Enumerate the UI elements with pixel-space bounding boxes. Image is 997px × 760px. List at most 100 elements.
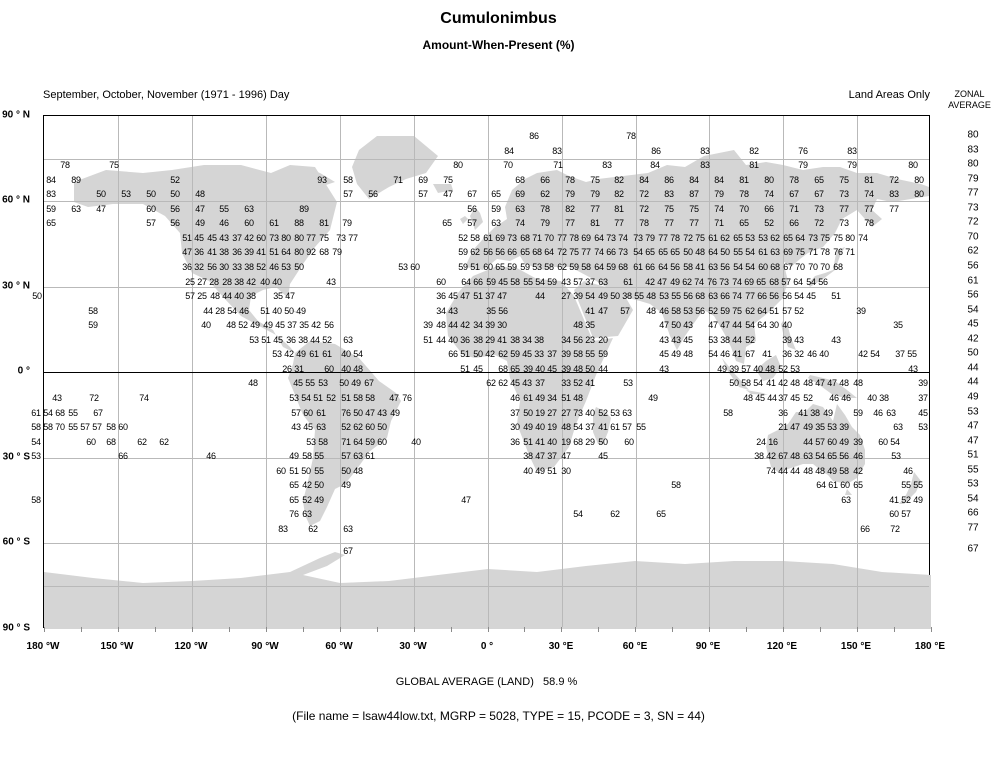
grid-value: 48 [683, 349, 693, 359]
grid-value: 51 [473, 291, 483, 301]
longitude-gridline [562, 116, 563, 627]
grid-value: 49 [803, 422, 813, 432]
grid-value: 37 [232, 233, 242, 243]
grid-value: 83 [700, 146, 710, 156]
grid-value: 45 [547, 364, 557, 374]
grid-value: 40 [272, 277, 282, 287]
grid-value: 41 [889, 495, 899, 505]
grid-value: 66 [757, 291, 767, 301]
grid-value: 53 [121, 189, 131, 199]
grid-value: 37 [585, 277, 595, 287]
grid-value: 45 [275, 320, 285, 330]
grid-value: 47 [720, 320, 730, 330]
grid-value: 43 [671, 335, 681, 345]
grid-value: 48 [573, 320, 583, 330]
grid-value: 75 [795, 247, 805, 257]
grid-value: 60 [827, 437, 837, 447]
grid-value: 68 [573, 437, 583, 447]
grid-value: 64 [793, 277, 803, 287]
grid-value: 52 [170, 175, 180, 185]
grid-value: 62 [557, 262, 567, 272]
grid-value: 70 [544, 233, 554, 243]
grid-value: 60 [436, 277, 446, 287]
grid-value: 63 [708, 291, 718, 301]
grid-value: 38 [720, 335, 730, 345]
grid-value: 25 [185, 277, 195, 287]
grid-value: 44 [598, 364, 608, 374]
grid-value: 36 [194, 247, 204, 257]
zonal-average-value: 79 [967, 173, 979, 185]
grid-value: 75 [590, 175, 600, 185]
grid-value: 42 [858, 349, 868, 359]
grid-value: 71 [789, 204, 799, 214]
grid-value: 63 [343, 335, 353, 345]
grid-value: 81 [739, 175, 749, 185]
grid-value: 66 [448, 349, 458, 359]
grid-value: 51 [182, 233, 192, 243]
longitude-tick [81, 627, 82, 632]
grid-value: 74 [732, 277, 742, 287]
grid-value: 45 [194, 233, 204, 243]
grid-value: 50 [301, 466, 311, 476]
grid-value: 23 [585, 335, 595, 345]
land-areas-label: Land Areas Only [848, 89, 930, 101]
grid-value: 67 [745, 349, 755, 359]
grid-value: 74 [858, 233, 868, 243]
grid-value: 76 [402, 393, 412, 403]
grid-value: 84 [639, 175, 649, 185]
grid-value: 40 [201, 320, 211, 330]
grid-value: 38 [523, 451, 533, 461]
zonal-average-value: 54 [967, 304, 979, 316]
grid-value: 58 [510, 277, 520, 287]
grid-value: 27 [197, 277, 207, 287]
grid-value: 75 [820, 233, 830, 243]
grid-value: 74 [139, 393, 149, 403]
grid-value: 78 [540, 204, 550, 214]
grid-value: 77 [614, 218, 624, 228]
grid-value: 49 [195, 218, 205, 228]
grid-value: 58 [839, 466, 849, 476]
grid-value: 63 [770, 247, 780, 257]
grid-value: 62 [137, 437, 147, 447]
grid-value: 57 [467, 218, 477, 228]
longitude-tick [709, 627, 710, 632]
grid-value: 40 [448, 335, 458, 345]
grid-value: 60 [276, 466, 286, 476]
grid-value: 53 [289, 393, 299, 403]
grid-value: 40 [753, 364, 763, 374]
grid-value: 80 [453, 160, 463, 170]
grid-value: 38 [810, 408, 820, 418]
grid-value: 69 [581, 233, 591, 243]
grid-value: 48 [210, 291, 220, 301]
grid-value: 61 [623, 277, 633, 287]
grid-value: 45 [659, 349, 669, 359]
grid-value: 58 [581, 262, 591, 272]
longitude-tick [672, 627, 673, 632]
grid-value: 40 [523, 466, 533, 476]
grid-value: 71 [553, 160, 563, 170]
grid-value: 56 [839, 451, 849, 461]
grid-value: 52 [794, 306, 804, 316]
grid-value: 68 [55, 408, 65, 418]
grid-value: 79 [540, 218, 550, 228]
grid-value: 40 [535, 364, 545, 374]
zonal-average-value: 62 [967, 245, 979, 257]
grid-value: 38 [473, 335, 483, 345]
chart-title: Cumulonimbus [440, 10, 557, 27]
grid-value: 49 [535, 466, 545, 476]
grid-value: 87 [689, 189, 699, 199]
grid-value: 59 [853, 408, 863, 418]
grid-value: 56 [467, 204, 477, 214]
grid-value: 33 [561, 378, 571, 388]
grid-value: 74 [732, 291, 742, 301]
grid-value: 40 [585, 408, 595, 418]
grid-value: 76 [289, 509, 299, 519]
grid-value: 63 [244, 204, 254, 214]
grid-value: 63 [893, 422, 903, 432]
grid-value: 77 [689, 218, 699, 228]
grid-value: 78 [569, 233, 579, 243]
grid-value: 64 [544, 247, 554, 257]
grid-value: 39 [573, 291, 583, 301]
grid-value: 34 [522, 335, 532, 345]
grid-value: 39 [729, 364, 739, 374]
